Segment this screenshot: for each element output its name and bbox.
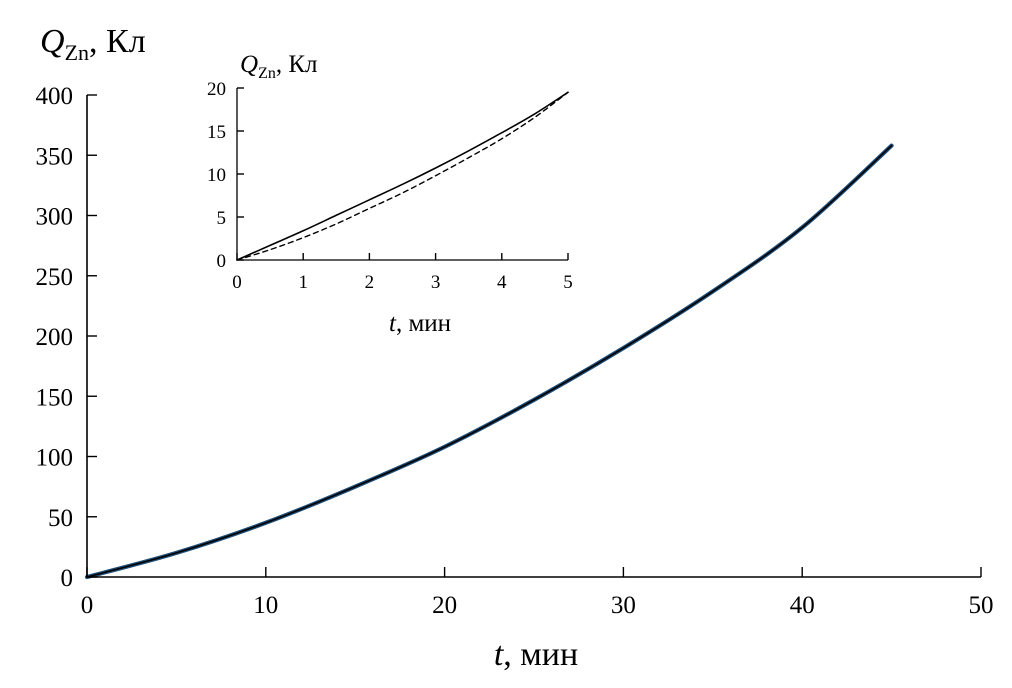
inset-x-tick-label: 5: [563, 272, 573, 293]
inset-y-tick-label: 5: [217, 208, 227, 229]
main-x-tick-label: 50: [969, 592, 994, 619]
inset-y-tick-label: 10: [207, 165, 226, 186]
inset-series-line-0: [236, 91, 569, 261]
inset-series-line-1: [236, 91, 569, 261]
main-y-tick-label: 100: [36, 445, 74, 472]
main-y-axis-unit: , Кл: [89, 23, 146, 60]
inset-y-tick-label: 15: [207, 122, 226, 143]
inset-series-group: [236, 91, 569, 261]
main-x-tick-label: 40: [790, 592, 815, 619]
main-y-tick-label: 200: [36, 324, 74, 351]
inset-x-axis-unit: , мин: [396, 310, 451, 337]
inset-chart: 0 1 2 3 4 5 0 5 10 15 20 QZn, Кл t, мин: [207, 51, 573, 337]
main-y-tick-label: 300: [36, 204, 74, 231]
main-x-axis-label: t, мин: [494, 636, 578, 673]
inset-x-axis-var: t: [389, 310, 397, 337]
inset-y-tick-label: 20: [207, 79, 226, 100]
inset-y-axis-var: Q: [240, 51, 258, 78]
main-series-line-0: [84, 143, 894, 580]
inset-y-tick-label: 0: [217, 251, 227, 272]
main-y-tick-label: 150: [36, 384, 74, 411]
main-y-tick-label: 350: [36, 143, 74, 170]
main-y-axis-sub: Zn: [65, 40, 89, 65]
inset-x-tick-label: 2: [365, 272, 375, 293]
main-series-group: [84, 143, 894, 580]
inset-x-axis-label: t, мин: [389, 310, 451, 337]
inset-x-tick-label: 0: [232, 272, 242, 293]
inset-x-tick-label: 1: [298, 272, 308, 293]
main-x-tick-label: 10: [253, 592, 278, 619]
main-y-tick-label: 0: [61, 565, 74, 592]
inset-ticks-group: 0 1 2 3 4 5 0 5 10 15 20: [207, 79, 573, 293]
main-y-tick-label: 400: [36, 83, 74, 110]
main-x-axis-unit: , мин: [503, 636, 578, 673]
main-y-tick-label: 250: [36, 264, 74, 291]
inset-y-axis-unit: , Кл: [276, 51, 318, 78]
inset-x-tick-label: 3: [431, 272, 441, 293]
inset-y-axis-label: QZn, Кл: [240, 51, 318, 82]
main-x-tick-label: 30: [611, 592, 636, 619]
main-y-axis-var: Q: [40, 23, 65, 60]
main-series-line-1: [86, 144, 893, 578]
inset-x-tick-label: 4: [497, 272, 507, 293]
main-x-axis-var: t: [494, 636, 505, 673]
main-x-tick-label: 0: [81, 592, 94, 619]
inset-y-axis-sub: Zn: [258, 65, 276, 82]
main-y-axis-label: QZn, Кл: [40, 23, 146, 65]
main-y-tick-label: 50: [48, 505, 73, 532]
main-x-tick-label: 20: [432, 592, 457, 619]
